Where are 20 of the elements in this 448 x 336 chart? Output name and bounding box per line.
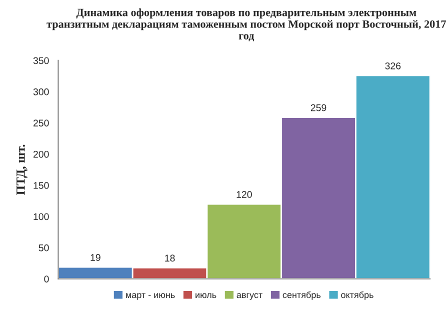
legend-label: июль (196, 293, 216, 298)
y-tick-label: 0 (44, 276, 49, 282)
data-label: 120 (236, 191, 252, 198)
y-tick-label: 50 (38, 244, 49, 252)
y-tick-label: 300 (33, 88, 49, 96)
y-tick-label: 250 (33, 120, 49, 126)
data-label: 326 (385, 62, 401, 70)
chart-title: Динамика оформления товаров по предварительным электронным транзитным декларациям таможенным постом Морской порт Восточный, 2017 год (46, 8, 446, 42)
y-tick-label: 200 (33, 150, 49, 158)
y-tick-label: 100 (34, 213, 49, 220)
y-axis-title: ПТД, шт. (16, 144, 28, 195)
legend-label: сентябрь (282, 291, 321, 300)
legend-label: март - июнь (126, 293, 175, 300)
y-tick-label: 350 (33, 57, 49, 64)
data-label: 19 (90, 254, 100, 261)
data-label: 18 (165, 254, 175, 262)
legend-label: октябрь (341, 291, 374, 300)
data-label: 259 (310, 104, 326, 112)
legend-label: август (236, 293, 262, 300)
y-tick-label: 150 (34, 182, 49, 189)
